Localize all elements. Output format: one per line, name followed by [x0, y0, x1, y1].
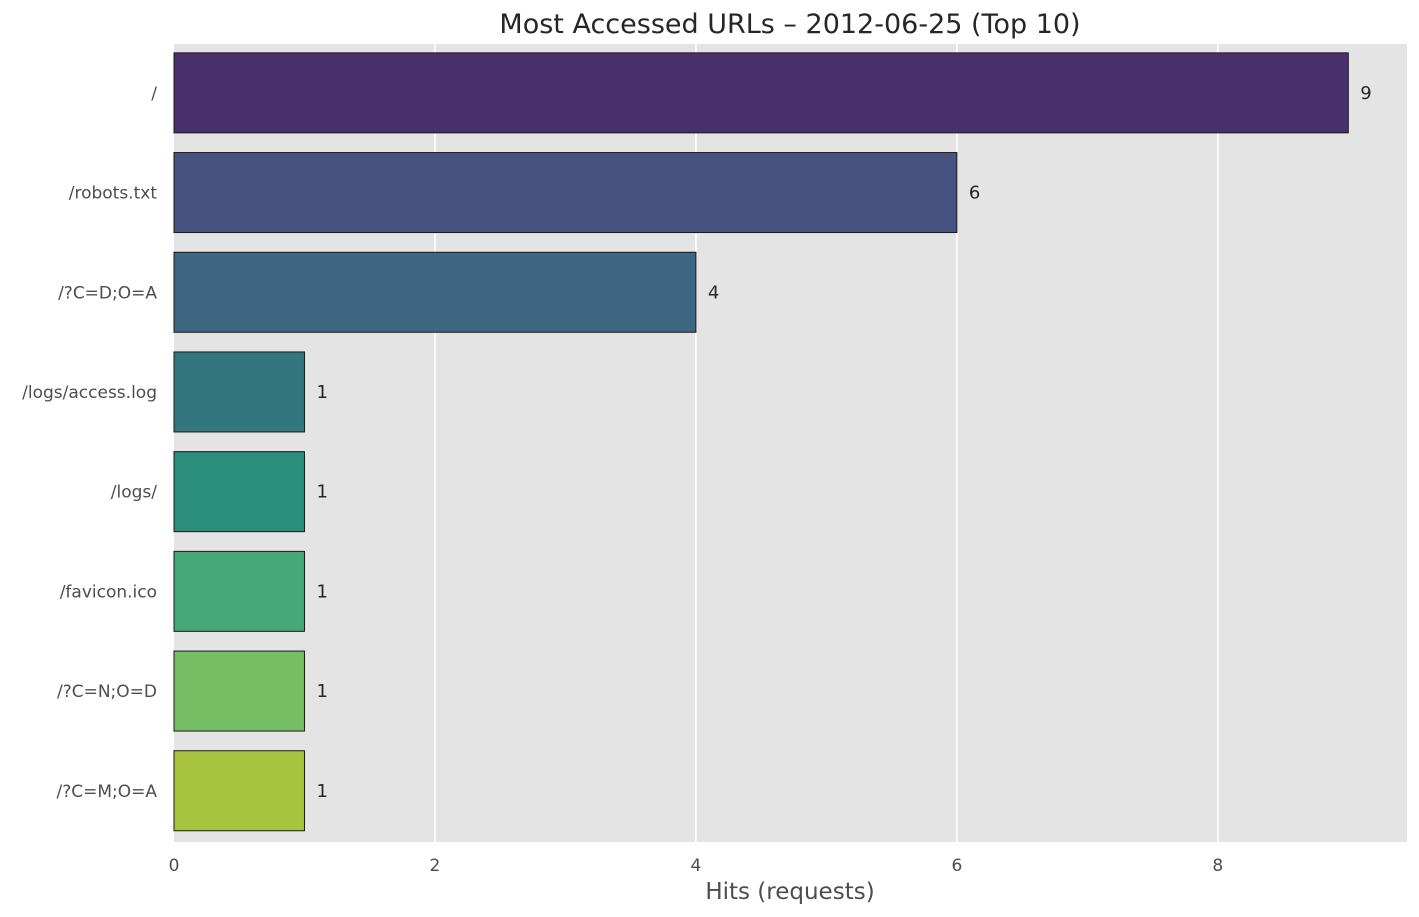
data-label: 6 [969, 183, 980, 204]
chart-title: Most Accessed URLs – 2012-06-25 (Top 10) [499, 9, 1080, 40]
bar [173, 52, 1349, 134]
bars [173, 52, 1349, 832]
data-label: 1 [316, 781, 327, 802]
y-tick-label: /logs/ [111, 483, 157, 503]
x-tick-label: 0 [169, 856, 180, 876]
x-tick-label: 6 [951, 856, 962, 876]
x-tick-label: 4 [690, 856, 701, 876]
bar [173, 650, 305, 732]
x-tick-label: 8 [1212, 856, 1223, 876]
bar [173, 251, 697, 333]
y-tick-label: /?C=M;O=A [56, 782, 157, 802]
bar [173, 351, 305, 433]
data-label: 1 [316, 581, 327, 602]
y-tick-label: /logs/access.log [22, 383, 157, 403]
data-labels: 9 6 4 1 1 1 1 1 [316, 83, 1371, 802]
bar [173, 152, 958, 234]
bar [173, 750, 305, 832]
y-tick-label: / [151, 84, 157, 104]
x-tick-label: 2 [430, 856, 441, 876]
x-tick-labels: 0 2 4 6 8 [169, 856, 1224, 876]
y-tick-label: /robots.txt [69, 184, 158, 204]
data-label: 9 [1360, 83, 1371, 104]
y-tick-label: /favicon.ico [60, 582, 157, 602]
data-label: 1 [316, 681, 327, 702]
bar [173, 451, 305, 533]
data-label: 1 [316, 482, 327, 503]
y-tick-label: /?C=D;O=A [58, 283, 157, 303]
data-label: 1 [316, 382, 327, 403]
y-tick-label: /?C=N;O=D [57, 682, 157, 702]
bar [173, 550, 305, 632]
data-label: 4 [708, 282, 719, 303]
y-tick-labels: / /robots.txt /?C=D;O=A/logs/access.log/lo… [22, 84, 157, 802]
x-axis-label: Hits (requests) [705, 879, 874, 905]
